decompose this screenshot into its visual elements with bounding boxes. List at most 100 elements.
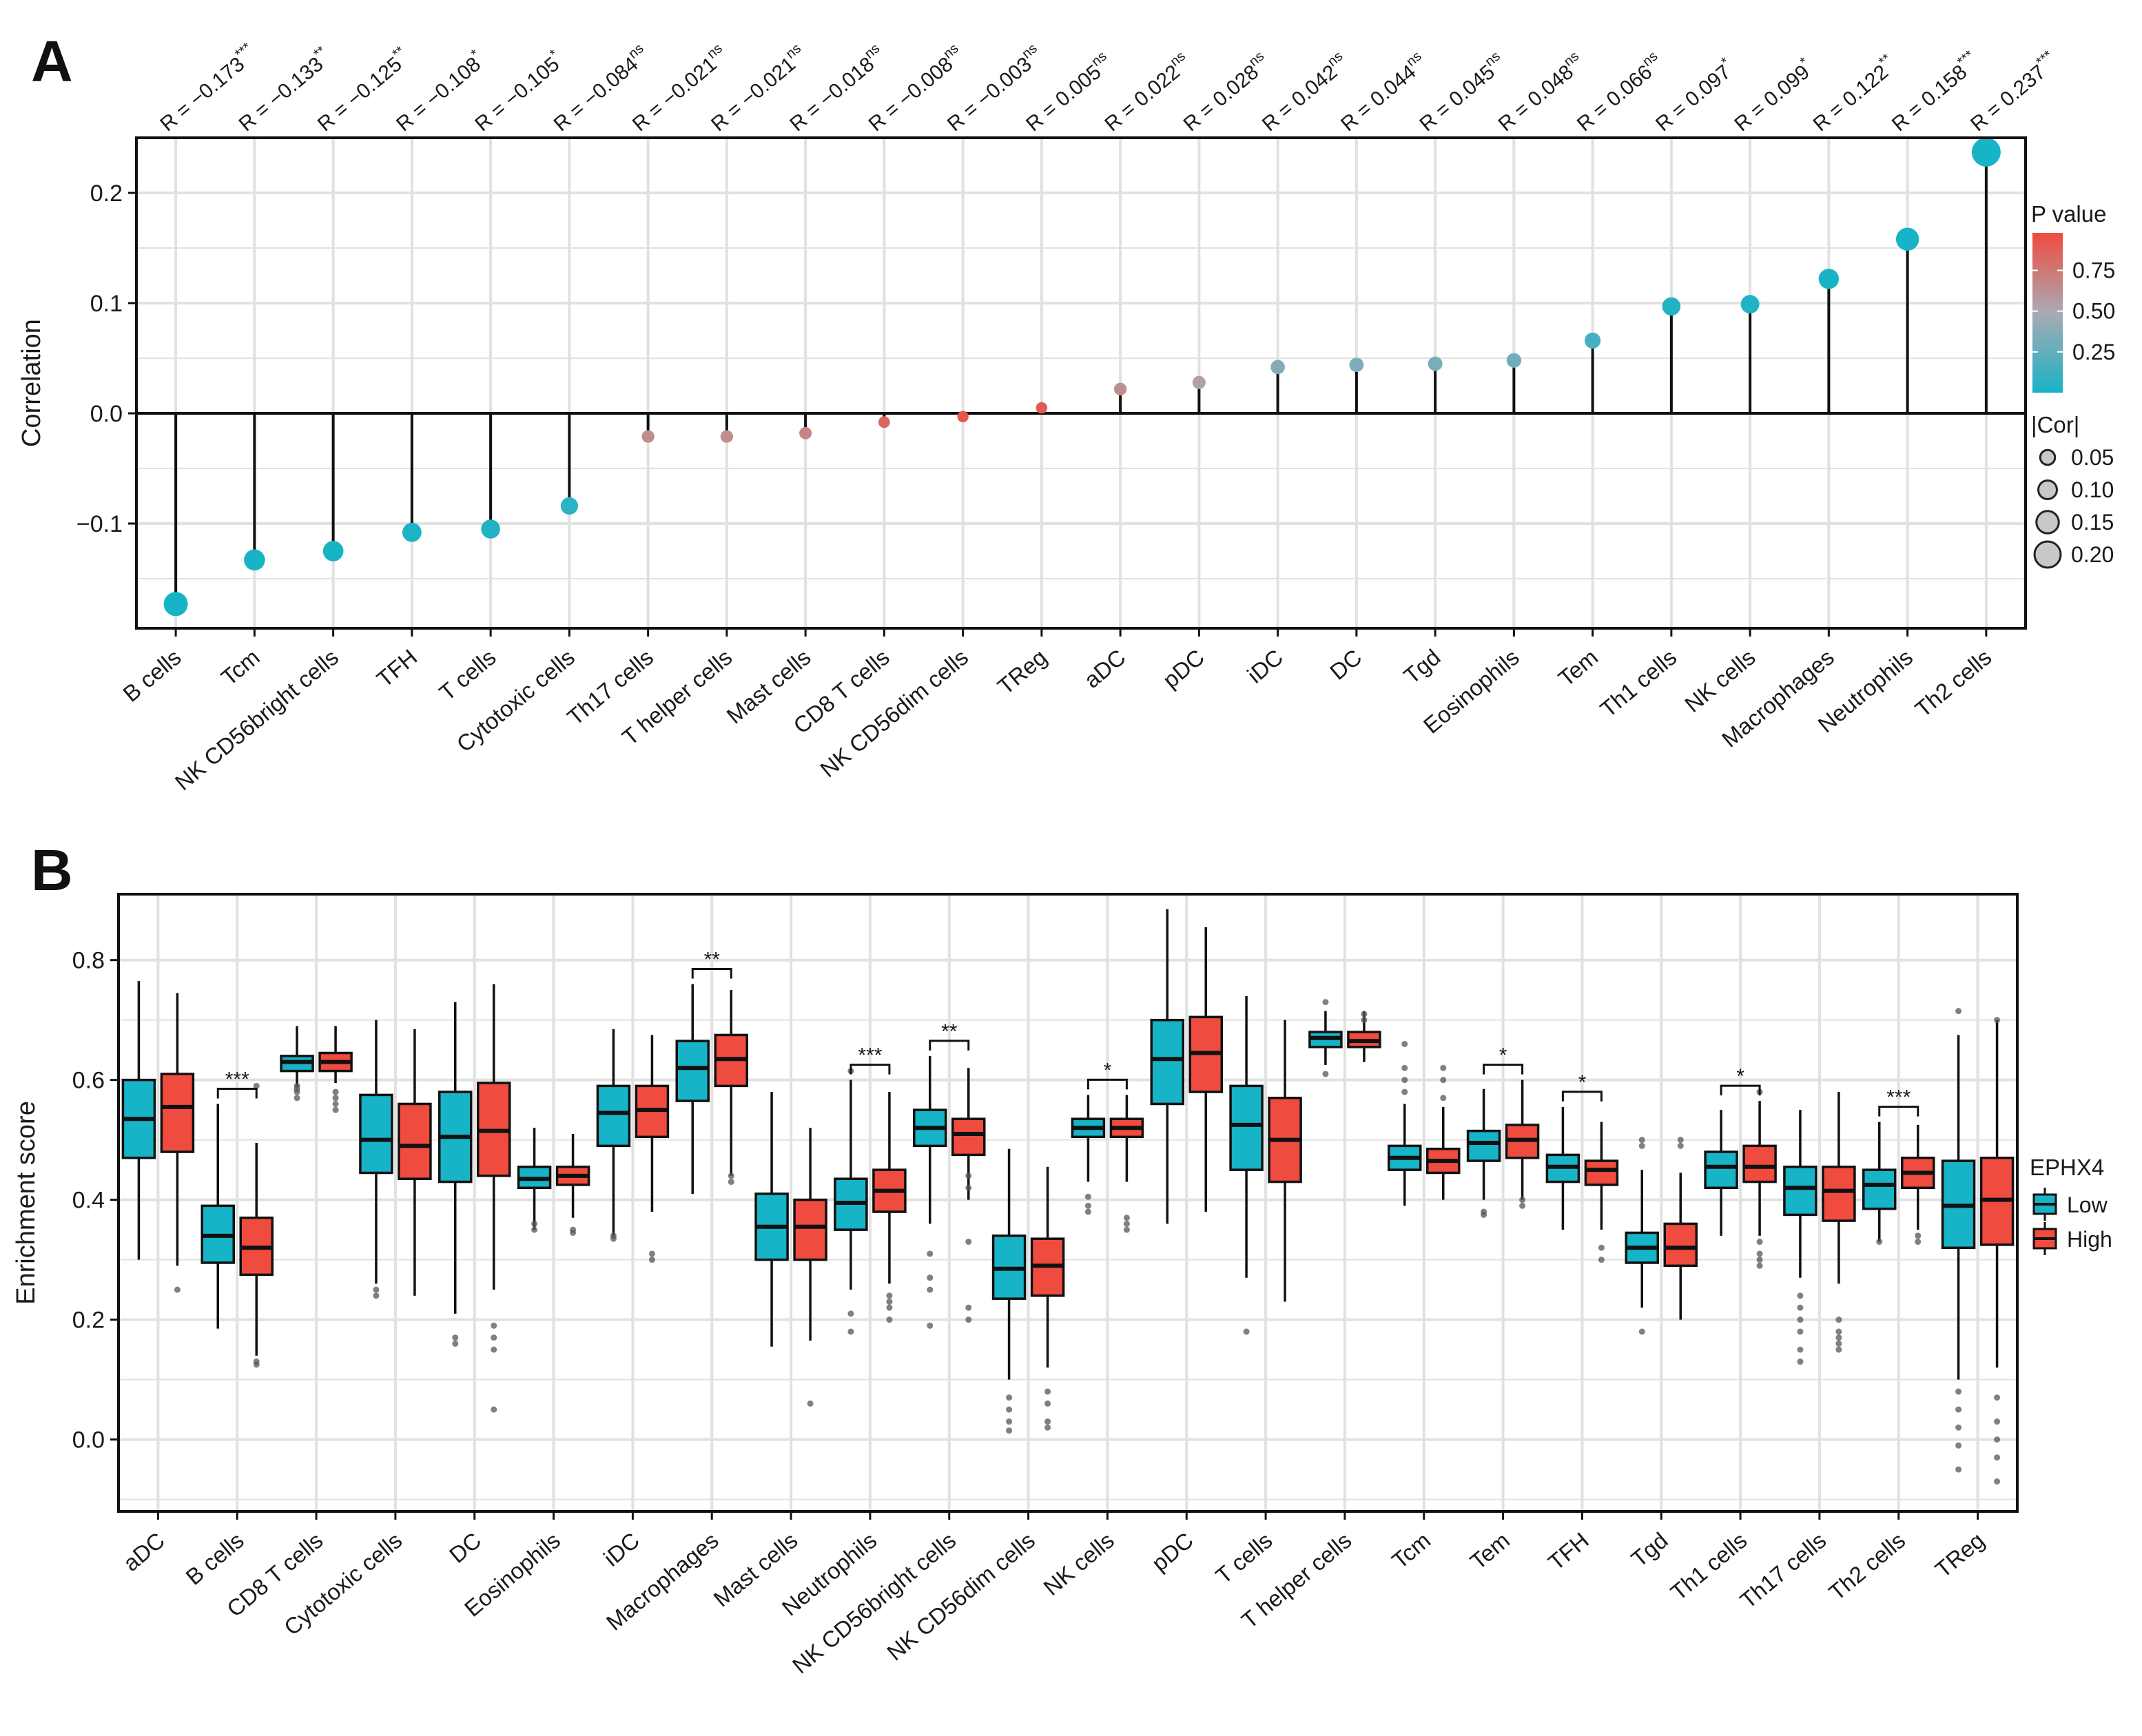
lollipop-point <box>1740 295 1760 314</box>
box-high <box>398 1102 432 1180</box>
r-value-text: R = 0.237 <box>1966 61 2050 136</box>
lollipop-point <box>641 430 655 443</box>
lollipop-point <box>1895 227 1919 251</box>
box-outlier <box>927 1286 934 1293</box>
box-outlier <box>531 1220 538 1227</box>
box-outlier <box>1955 1388 1962 1395</box>
box-outlier <box>1440 1064 1447 1071</box>
r-value-text: R = 0.044 <box>1337 61 1421 136</box>
significance-bracket <box>1878 1106 1919 1117</box>
x-tick-label: Th1 cells <box>1595 644 1681 722</box>
box-outlier <box>1084 1208 1091 1215</box>
box-outlier <box>610 1235 617 1242</box>
box-outlier <box>1994 1394 2001 1401</box>
r-value-text: R = 0.005 <box>1022 61 1106 136</box>
panel-b-letter: B <box>31 838 73 902</box>
box-outlier <box>1915 1232 1922 1239</box>
cor-legend-label: 0.10 <box>2071 477 2114 502</box>
box-outlier <box>452 1340 459 1347</box>
box-outlier <box>1835 1334 1842 1341</box>
cor-legend-point <box>2033 540 2062 569</box>
box-outlier <box>253 1361 260 1368</box>
box-outlier <box>332 1095 339 1102</box>
panel-a-lollipop-chart: −0.1 0.0 0.1 0.2 Correlation B cells R = −0.17… <box>17 40 2115 796</box>
significance-bracket <box>1561 1091 1603 1102</box>
significance-mark: *** <box>858 1044 882 1067</box>
y-tick-label: −0.1 <box>76 511 123 537</box>
box-outlier <box>1006 1427 1013 1434</box>
x-tick-label: pDC <box>1158 644 1209 693</box>
x-tick-label: aDC <box>119 1527 169 1576</box>
r-value-text: R = 0.099 <box>1730 61 1814 136</box>
y-tick-label: 0.2 <box>72 1308 105 1334</box>
x-tick-label: T cells <box>434 644 500 705</box>
box-outlier <box>1401 1077 1408 1084</box>
box-outlier <box>570 1229 577 1236</box>
r-value-label: R = 0.122** <box>1806 51 1901 136</box>
cor-legend-label: 0.05 <box>2071 445 2114 470</box>
box-outlier <box>1797 1292 1804 1299</box>
box-outlier <box>294 1095 300 1102</box>
box-outlier <box>1401 1040 1408 1047</box>
box-outlier <box>174 1286 181 1293</box>
box-outlier <box>1123 1215 1130 1221</box>
r-value-label: R = 0.005ns <box>1020 49 1117 136</box>
x-tick-label: B cells <box>181 1527 249 1590</box>
box-outlier <box>1123 1226 1130 1233</box>
cor-legend-label: 0.20 <box>2071 542 2114 567</box>
box-outlier <box>965 1239 972 1246</box>
box-outlier <box>1401 1088 1408 1095</box>
x-tick-label: DC <box>1325 644 1366 685</box>
box-outlier <box>253 1082 260 1089</box>
significance-mark: * <box>1104 1059 1112 1082</box>
significance-bracket <box>1087 1078 1128 1090</box>
lollipop-point <box>1036 402 1048 414</box>
r-value-text: R = −0.021 <box>628 53 721 136</box>
r-value-text: R = −0.008 <box>865 53 958 136</box>
x-tick-label: TFH <box>371 644 422 692</box>
box-outlier <box>1361 1011 1368 1017</box>
box-low <box>1150 1018 1184 1106</box>
r-value-text: R = −0.133 <box>235 53 328 136</box>
lollipop-point <box>720 430 734 443</box>
significance-mark: *** <box>225 1068 249 1091</box>
panel-b-frame <box>117 893 2019 1513</box>
significance-bracket <box>216 1087 258 1099</box>
box-outlier <box>1519 1197 1526 1203</box>
lollipop-point <box>402 522 422 542</box>
x-tick-label: B cells <box>118 644 185 707</box>
r-value-text: R = −0.173 <box>156 53 249 136</box>
box-outlier <box>1006 1394 1013 1401</box>
box-outlier <box>1797 1358 1804 1365</box>
pvalue-colorbar <box>2032 233 2063 393</box>
cor-legend-label: 0.15 <box>2071 510 2114 535</box>
significance-mark: *** <box>1886 1086 1911 1109</box>
x-tick-label: T cells <box>1211 1527 1277 1589</box>
box-outlier <box>1440 1095 1447 1102</box>
box-outlier <box>491 1334 497 1341</box>
r-value-text: R = −0.018 <box>785 53 878 136</box>
box-outlier <box>1955 1008 1962 1015</box>
box-outlier <box>332 1100 339 1107</box>
x-tick-label: TReg <box>1930 1527 1989 1582</box>
box-outlier <box>1955 1406 1962 1413</box>
y-axis-title: Enrichment score <box>12 1101 41 1305</box>
lollipop-point <box>1818 269 1840 289</box>
box-outlier <box>847 1310 854 1317</box>
lollipop-point <box>1428 356 1443 371</box>
box-outlier <box>965 1172 972 1179</box>
r-value-text: R = 0.022 <box>1100 61 1184 136</box>
r-value-label: R = 0.097* <box>1649 54 1740 136</box>
box-outlier <box>807 1400 814 1407</box>
box-outlier <box>927 1250 934 1257</box>
box-outlier <box>1123 1220 1130 1227</box>
box-high <box>1663 1222 1698 1268</box>
box-low <box>1783 1166 1817 1217</box>
box-outlier <box>1955 1424 1962 1431</box>
r-value-text: R = 0.158 <box>1888 61 1972 136</box>
box-outlier <box>1994 1436 2001 1443</box>
lollipop-point <box>322 541 344 561</box>
box-outlier <box>965 1304 972 1311</box>
r-value-label: R = 0.066ns <box>1571 49 1668 136</box>
